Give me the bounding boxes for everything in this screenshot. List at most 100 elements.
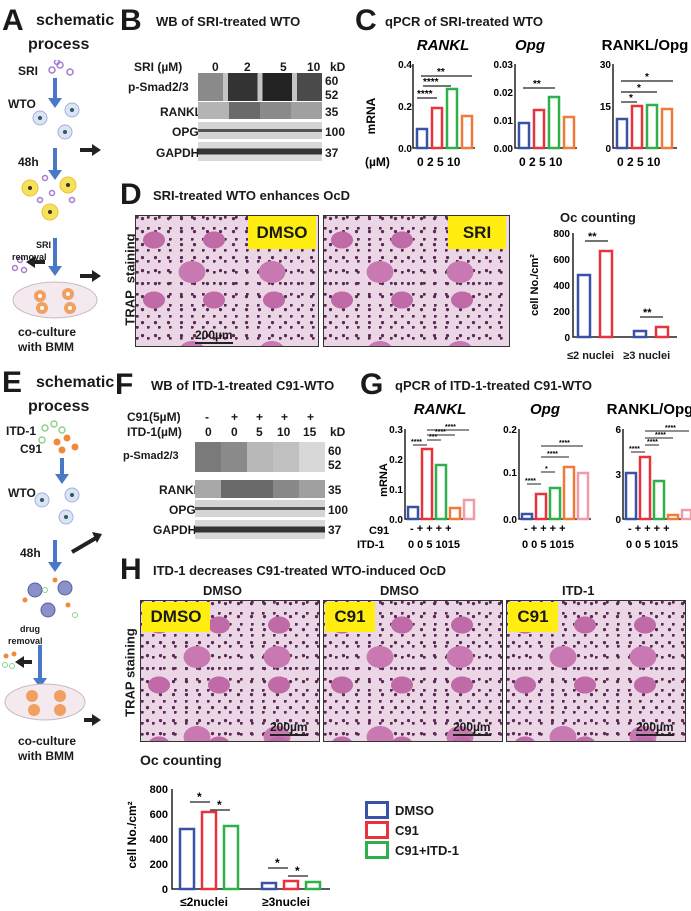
panel-c-letter: C [355, 4, 377, 37]
kd-60: 60 [325, 74, 339, 88]
legend-item-c91-itd1: C91+ITD-1 [365, 840, 459, 860]
panel-g-letter: G [360, 368, 384, 401]
panel-h-title: ITD-1 decreases C91-treated WTO-induced … [153, 563, 447, 578]
itd-lane-4: 15 [303, 425, 317, 439]
f-blot-gapdh [195, 520, 325, 539]
svg-text:- + + + +: - + + + + [524, 523, 566, 535]
svg-text:0.00: 0.00 [494, 144, 514, 155]
kd-37: 37 [325, 146, 339, 160]
e-time-label: 48h [20, 546, 41, 560]
h-trap-label: TRAP staining [122, 628, 138, 717]
d-xlabels: ≤2 nuclei ≥3 nuclei [567, 350, 671, 362]
svg-text:3: 3 [615, 470, 621, 481]
panel-d: D SRI-treated WTO enhances OcD TRAP stai… [115, 178, 691, 347]
h-scale-2: 200µm [453, 720, 491, 736]
h-header-2: DMSO [380, 583, 419, 598]
legend: DMSO C91 C91+ITD-1 [365, 800, 459, 860]
svg-text:30: 30 [600, 60, 612, 71]
panel-f-title: WB of ITD-1-treated C91-WTO [151, 378, 335, 393]
tag-dmso: DMSO [248, 216, 316, 249]
end-label-2: with BMM [18, 340, 74, 354]
svg-text:0.01: 0.01 [494, 116, 514, 127]
svg-text:****: **** [435, 429, 446, 436]
svg-text:****: **** [445, 424, 456, 431]
wb-row-psmad: p-Smad2/3 [128, 80, 189, 94]
svg-text:****: **** [411, 439, 422, 446]
svg-text:*: * [217, 798, 222, 812]
f-kd-35: 35 [328, 483, 342, 497]
h-micrograph-2 [323, 600, 503, 742]
itd-lane-0: 0 [205, 425, 212, 439]
svg-text:Opg: Opg [515, 37, 545, 54]
panel-b-title: WB of SRI-treated WTO [156, 14, 301, 29]
chart-c-qpcr: mRNA RANKL 0.40.20.0 ********** Opg 0.03… [364, 37, 688, 169]
legend-label-dmso: DMSO [395, 802, 434, 818]
e-removal-1: drug [20, 624, 40, 634]
wb-row-gapdh: GAPDH [156, 146, 200, 160]
lane-3: 10 [307, 60, 321, 74]
svg-text:≥3nuclei: ≥3nuclei [262, 895, 310, 909]
tag-sri: SRI [448, 216, 506, 249]
kd-52: 52 [325, 88, 339, 102]
chart-g-qpcr: mRNA RANKL 0.30.20.10.0 *************** … [357, 401, 691, 551]
svg-text:600: 600 [150, 809, 168, 821]
svg-text:****: **** [665, 425, 676, 432]
svg-text:0.0: 0.0 [503, 515, 517, 526]
panel-g: G qPCR of ITD-1-treated C91-WTO mRNA RAN… [355, 368, 691, 551]
c91-lane-1: + [231, 410, 239, 424]
svg-text:0 0 5 1015: 0 0 5 1015 [408, 539, 460, 551]
h-header-3: ITD-1 [562, 583, 595, 598]
panel-a-title: schematic [36, 12, 115, 29]
svg-text:0.0: 0.0 [389, 515, 403, 526]
h-scale-3: 200µm [636, 720, 674, 736]
drug2-label: C91 [20, 442, 43, 456]
blot-rankl [198, 102, 322, 119]
blot-psmad [198, 73, 322, 101]
legend-swatch-c91-itd1 [365, 841, 389, 859]
svg-text:0 0 5 1015: 0 0 5 1015 [626, 539, 678, 551]
legend-swatch-c91 [365, 821, 389, 839]
svg-text:0.1: 0.1 [389, 485, 403, 496]
svg-text:cell No./cm²: cell No./cm² [530, 254, 541, 316]
svg-text:mRNA: mRNA [364, 97, 378, 134]
kd-35: 35 [325, 105, 339, 119]
svg-text:****: **** [629, 446, 640, 453]
panel-h: H ITD-1 decreases C91-treated WTO-induce… [115, 555, 691, 742]
panel-b-letter: B [120, 4, 142, 37]
svg-text:**: ** [533, 79, 541, 90]
panel-e-title: schematic [36, 374, 115, 391]
removal-label-2: removal [12, 252, 47, 262]
svg-text:****: **** [423, 77, 439, 88]
f-kd-label: kD [330, 425, 346, 439]
e-end-1: co-culture [18, 734, 77, 748]
svg-text:mRNA: mRNA [378, 463, 390, 497]
g-row2-label: ITD-1 [357, 539, 385, 551]
panel-b: B WB of SRI-treated WTO SRI (µM) 0 2 5 1… [120, 0, 350, 170]
svg-text:*: * [545, 466, 548, 473]
lane-0: 0 [212, 60, 219, 74]
svg-text:- + + + +: - + + + + [628, 523, 670, 535]
lane-2: 5 [280, 60, 287, 74]
svg-text:RANKL: RANKL [417, 37, 470, 54]
svg-text:0: 0 [605, 144, 611, 155]
svg-text:*: * [197, 790, 202, 804]
svg-text:****: **** [559, 440, 570, 447]
svg-text:*: * [637, 83, 641, 94]
removal-label-1: SRI [36, 240, 52, 250]
c-xunit: (µM) [365, 155, 390, 169]
h-scale-1: 200µm [270, 720, 308, 736]
h-header-1: DMSO [203, 583, 242, 598]
svg-text:400: 400 [150, 834, 168, 846]
panel-d-letter: D [120, 178, 142, 211]
h-count-title: Oc counting [140, 752, 222, 768]
kd-label: kD [330, 60, 346, 74]
svg-text:0.2: 0.2 [398, 102, 412, 113]
svg-text:**: ** [643, 307, 652, 319]
wb-row-rankl: RANKL [160, 105, 202, 119]
panel-f: F WB of ITD-1-treated C91-WTO C91(5µM) -… [115, 370, 348, 550]
svg-text:0 2 5 10: 0 2 5 10 [617, 155, 661, 169]
svg-text:*: * [629, 93, 633, 104]
cells-label: WTO [8, 97, 36, 111]
svg-text:****: **** [417, 89, 433, 100]
h-tag-3: C91 [508, 602, 558, 632]
